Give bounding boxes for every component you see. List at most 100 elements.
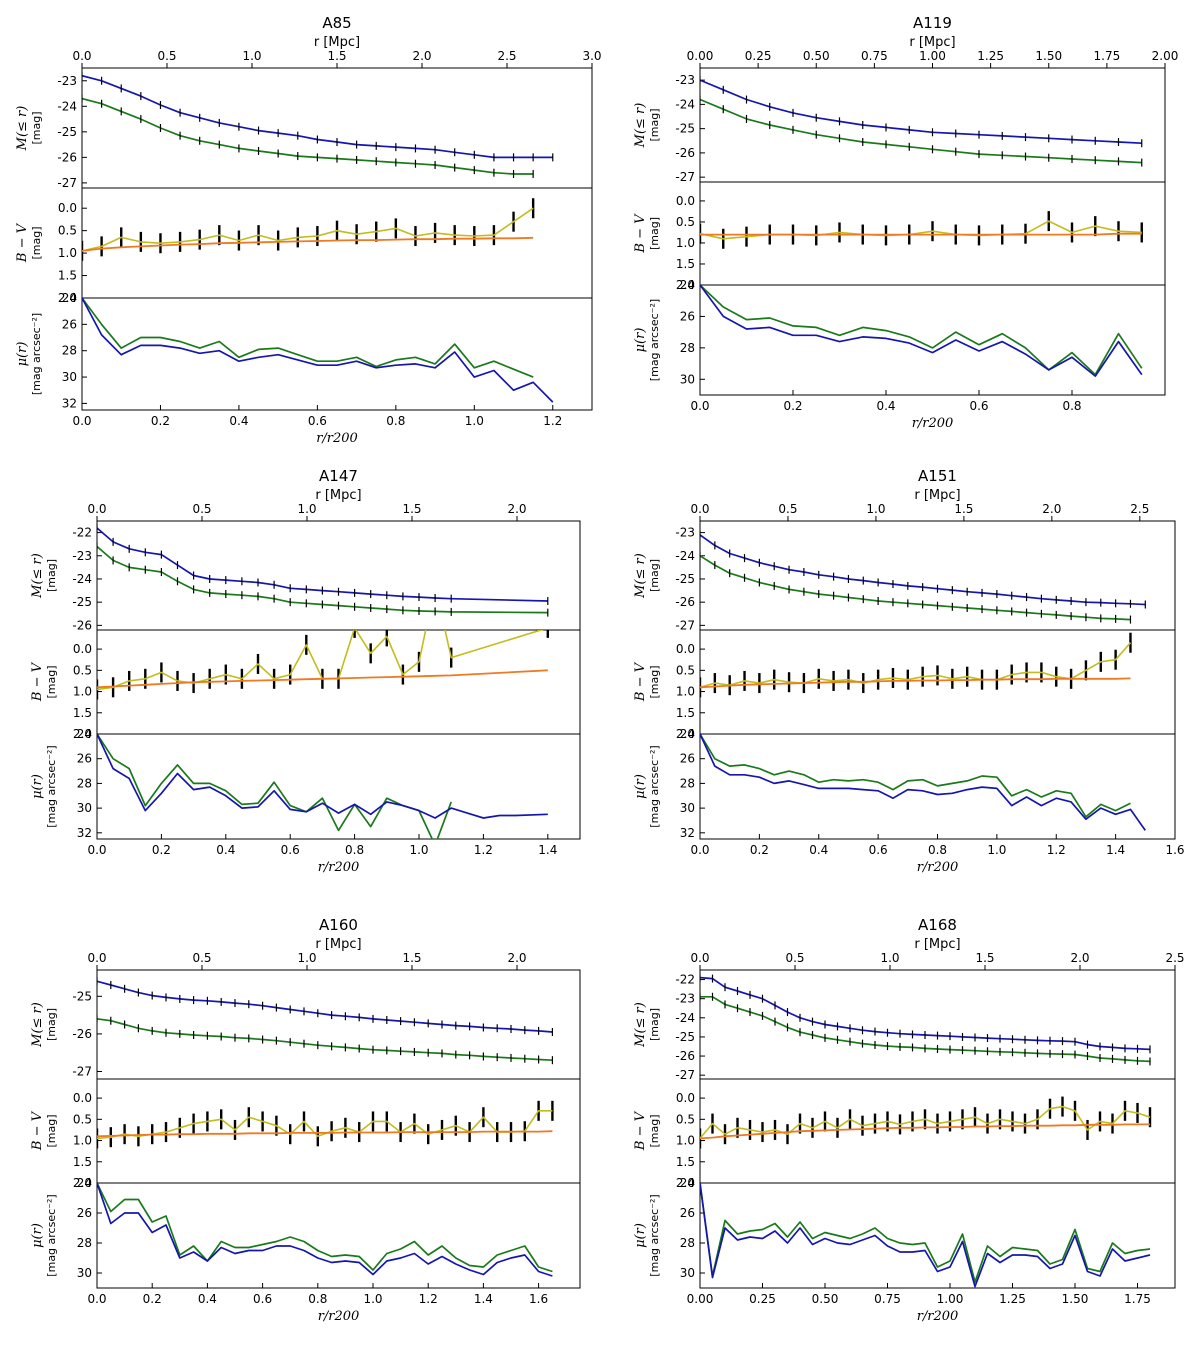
top-tick-label: 0.0 [690, 502, 709, 516]
y-tick-label: 1.5 [58, 269, 77, 283]
mag-ylabel: M(≤ r) [633, 553, 648, 599]
sb-ylabel-unit: [mag arcsec⁻²] [45, 1194, 58, 1276]
y-tick-label: 24 [77, 727, 92, 741]
bottom-axis-label: r/r200 [318, 860, 360, 875]
chart-a119: A119 r [Mpc] 0.00 0.25 0.50 0.75 1.00 1.25 1.50 1… [633, 14, 1178, 431]
color-observed-line [700, 220, 1142, 240]
y-tick-label: 30 [77, 1266, 92, 1280]
y-tick-label: -23 [72, 549, 92, 563]
y-tick-label: 32 [77, 826, 92, 840]
y-tick-label: 32 [680, 826, 695, 840]
mag-line-green [700, 555, 1131, 621]
x-tick-label: 0.4 [876, 399, 895, 413]
top-tick-label: 0.0 [87, 951, 106, 965]
panel-frame [96, 969, 581, 1080]
panel-sb: 24 26 28 30 μ(r) [mag arcsec⁻²] [30, 1176, 581, 1289]
x-tick-label: 0.4 [229, 414, 248, 428]
mag-ylabel: M(≤ r) [633, 103, 648, 149]
color-model-line [97, 669, 548, 689]
x-tick-label: 1.0 [987, 843, 1006, 857]
y-tick-label: 0.5 [676, 215, 695, 229]
y-tick-label: 28 [77, 1236, 92, 1250]
panel-sb: 24 26 28 30 μ(r) [mag arcsec⁻²] [633, 1176, 1176, 1289]
top-axis-label: r [Mpc] [314, 35, 360, 50]
panel-sb: 24 26 28 30 32 μ(r) [mag arcsec⁻²] [15, 291, 593, 411]
top-tick-label: 1.50 [1035, 49, 1062, 63]
x-tick-label: 0.0 [690, 843, 709, 857]
top-tick-label: 0.0 [690, 951, 709, 965]
y-tick-label: 1.0 [676, 685, 695, 699]
color-model-line [97, 1130, 553, 1138]
mag-ylabel: M(≤ r) [30, 1002, 45, 1048]
top-tick-label: 2.5 [1165, 951, 1184, 965]
top-axis-label: r [Mpc] [914, 488, 960, 503]
y-tick-label: 0.5 [73, 663, 92, 677]
panel-col: 2.0 1.5 1.0 0.5 0.0 B − V [mag] [633, 629, 1176, 741]
sb-series [82, 298, 554, 403]
top-axis-label: r [Mpc] [315, 937, 361, 952]
x-tick-label: 0.00 [687, 1292, 714, 1306]
x-tick-label: 0.2 [750, 843, 769, 857]
x-tick-label: 1.2 [1047, 843, 1066, 857]
y-tick-label: 0.0 [58, 201, 77, 215]
chart-title: A85 [322, 14, 351, 32]
sb-ylabel-unit: [mag arcsec⁻²] [648, 1194, 661, 1276]
x-tick-label: 0.8 [928, 843, 947, 857]
y-tick-label: 30 [680, 801, 695, 815]
sb-ylabel: μ(r) [15, 342, 30, 367]
y-tick-label: 1.5 [676, 257, 695, 271]
panel-mag: -26 -25 -24 -23 -22 M(≤ r) [mag] [30, 520, 581, 632]
x-tick-label: 0.6 [281, 843, 300, 857]
y-tick-label: 0.0 [676, 194, 695, 208]
panel-mag: -27 -26 -25 M(≤ r) [mag] [30, 969, 581, 1080]
mag-ylabel-unit: [mag] [45, 1008, 58, 1041]
sb-ylabel-unit: [mag arcsec⁻²] [648, 299, 661, 381]
y-tick-label: -25 [57, 125, 77, 139]
mag-series [97, 523, 549, 617]
panel-frame [699, 1182, 1176, 1289]
y-tick-label: -25 [675, 572, 695, 586]
sb-green-line [700, 734, 1131, 818]
top-tick-label: 0.0 [87, 502, 106, 516]
y-tick-label: 26 [680, 1206, 695, 1220]
y-tick-label: 24 [680, 1176, 695, 1190]
panel-col: 2.0 1.5 1.0 0.5 0.0 B − V [mag] [15, 187, 593, 305]
x-tick-label: 1.75 [1124, 1292, 1151, 1306]
chart-title: A168 [918, 916, 957, 934]
col-series [82, 198, 535, 261]
color-observed-line [97, 630, 544, 691]
sb-ylabel: μ(r) [633, 1223, 648, 1248]
sb-ylabel: μ(r) [633, 328, 648, 353]
y-tick-label: 26 [62, 317, 77, 331]
x-tick-label: 1.2 [474, 843, 493, 857]
y-tick-label: 2.0 [58, 291, 77, 305]
top-tick-label: 1.5 [327, 49, 346, 63]
panel-frame [96, 1182, 581, 1289]
y-tick-label: 26 [680, 309, 695, 323]
y-tick-label: 0.5 [676, 663, 695, 677]
mag-ylabel-unit: [mag] [648, 559, 661, 592]
mag-ylabel: M(≤ r) [15, 106, 30, 152]
panel-col: 2.0 1.5 1.0 0.5 0.0 B − V [mag] [30, 629, 581, 741]
top-tick-label: 2.00 [1152, 49, 1179, 63]
mag-line-blue [700, 534, 1146, 606]
col-series [97, 1100, 554, 1149]
y-tick-label: 24 [680, 727, 695, 741]
y-tick-label: 1.0 [676, 236, 695, 250]
y-tick-label: 1.5 [73, 1155, 92, 1169]
chart-title: A147 [319, 467, 358, 485]
col-ylabel-unit: [mag] [648, 665, 661, 698]
y-tick-label: 1.0 [676, 1134, 695, 1148]
color-observed-line [700, 1105, 1151, 1139]
x-tick-label: 0.8 [1062, 399, 1081, 413]
x-tick-label: 0.6 [253, 1292, 272, 1306]
x-tick-label: 0.8 [345, 843, 364, 857]
x-tick-label: 0.2 [151, 414, 170, 428]
col-ylabel-unit: [mag] [45, 1114, 58, 1147]
x-tick-label: 0.25 [749, 1292, 776, 1306]
top-tick-label: 2.0 [412, 49, 431, 63]
panel-frame [96, 733, 581, 840]
top-tick-label: 1.5 [402, 502, 421, 516]
top-tick-label: 0.00 [687, 49, 714, 63]
